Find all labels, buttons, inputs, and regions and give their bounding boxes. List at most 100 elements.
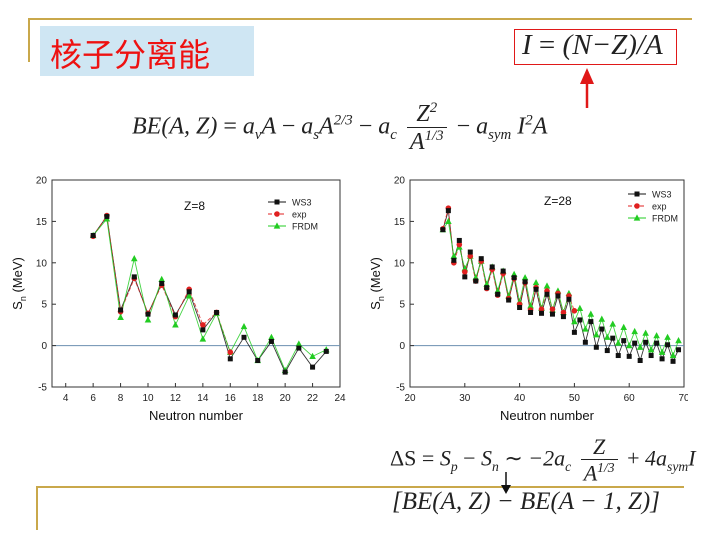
data-point-ws3	[599, 326, 605, 332]
data-point-frdm	[664, 333, 671, 340]
x-tick-label: 4	[63, 393, 69, 404]
series-line-frdm	[92, 217, 327, 372]
data-point-frdm	[521, 274, 529, 281]
be-term3: a	[378, 113, 391, 140]
ds-tail-end: I	[688, 445, 696, 471]
be-term2-sup: 2/3	[333, 112, 353, 129]
legend-marker-exp	[274, 211, 280, 217]
data-point-exp	[560, 309, 567, 316]
be-frac-den: A	[409, 129, 425, 156]
data-point-frdm	[532, 279, 540, 286]
data-point-exp	[227, 349, 234, 356]
ds-tail: 4a	[645, 445, 668, 471]
ds-sn-sub: n	[492, 458, 499, 474]
data-point-ws3	[310, 364, 316, 370]
data-point-ws3	[604, 348, 610, 354]
chart-z8: 4 6 8 10 12 14 16 18 20 22 24 -5 0 5 10 15 20 Neutron num…	[10, 176, 346, 424]
isospin-lhs: I	[522, 29, 532, 61]
be-lhs: BE(A, Z)	[132, 113, 218, 140]
data-point-ws3	[593, 344, 599, 350]
x-tick-label: 10	[142, 393, 154, 404]
data-point-frdm	[631, 327, 638, 335]
data-point-frdm	[199, 335, 207, 342]
data-point-ws3	[539, 310, 545, 316]
top-rule	[28, 18, 692, 20]
data-point-ws3	[566, 296, 572, 302]
x-tick-label: 30	[459, 393, 471, 404]
data-point-ws3	[643, 339, 649, 345]
be-term4-sub: sym	[488, 127, 512, 144]
x-axis-label: Neutron number	[149, 408, 244, 423]
data-point-ws3	[670, 358, 676, 364]
ds-coef: −2a	[528, 445, 566, 471]
data-point-frdm	[172, 321, 179, 328]
title-background	[40, 26, 254, 76]
ds-plus: +	[627, 445, 640, 471]
data-point-frdm	[658, 348, 666, 355]
data-point-frdm	[527, 302, 534, 309]
data-point-ws3	[445, 208, 451, 214]
legend-label-exp: exp	[652, 202, 667, 212]
x-tick-label: 40	[514, 393, 526, 404]
data-point-ws3	[632, 340, 638, 346]
be-term4-end: A	[532, 113, 548, 140]
y-tick-label: 20	[394, 176, 406, 187]
x-tick-label: 6	[90, 393, 96, 404]
top-left-tick	[28, 18, 30, 62]
data-point-exp	[456, 241, 463, 248]
be-op3: −	[456, 113, 471, 140]
data-point-frdm	[450, 252, 458, 259]
be-eq: =	[223, 113, 237, 140]
data-point-frdm	[571, 317, 578, 325]
x-tick-label: 20	[404, 393, 416, 404]
data-point-ws3	[467, 249, 473, 255]
data-point-ws3	[118, 307, 124, 313]
x-axis-label: Neutron number	[500, 408, 595, 423]
y-tick-label: 20	[36, 176, 48, 187]
data-point-ws3	[172, 312, 178, 318]
be-frac-den-sup: 1/3	[424, 128, 444, 145]
x-tick-label: 8	[118, 393, 124, 404]
x-tick-label: 70	[678, 393, 688, 404]
ds-approx: ∼	[504, 445, 523, 471]
data-point-frdm	[144, 316, 152, 323]
x-tick-label: 50	[569, 393, 581, 404]
y-tick-label: 0	[41, 341, 47, 352]
data-point-ws3	[522, 279, 528, 285]
data-point-frdm	[158, 275, 166, 282]
x-tick-label: 18	[252, 393, 264, 404]
data-point-ws3	[654, 340, 660, 346]
be-term4-tail: I	[517, 113, 526, 140]
data-point-frdm	[614, 339, 622, 346]
data-point-ws3	[159, 281, 165, 286]
data-point-ws3	[473, 278, 479, 284]
plot-frame	[51, 179, 341, 388]
data-point-frdm	[642, 329, 649, 336]
ds-coef-sub: c	[565, 458, 572, 474]
data-point-ws3	[582, 339, 588, 345]
x-tick-label: 12	[170, 393, 182, 404]
data-point-ws3	[544, 291, 550, 297]
legend-marker-frdm	[633, 214, 641, 221]
y-tick-label: 0	[399, 341, 405, 352]
chart-annotation: Z=28	[544, 194, 572, 208]
y-tick-label: 15	[394, 217, 406, 228]
data-point-ws3	[533, 286, 539, 292]
data-point-frdm	[185, 292, 193, 299]
be-op2: −	[358, 113, 373, 140]
binding-energy-formula: BE(A, Z) = avA − asA2/3 − ac Z2 A1/3 − a…	[132, 100, 547, 156]
data-point-ws3	[186, 289, 192, 295]
data-point-ws3	[282, 369, 288, 375]
data-point-ws3	[648, 353, 654, 359]
data-point-frdm	[543, 282, 551, 289]
bottom-left-tick	[36, 486, 38, 530]
data-point-ws3	[489, 264, 495, 270]
data-point-frdm	[653, 332, 660, 339]
chart-z28: 20 30 40 50 60 70 -5 0 5 10 15 20 Neutron number Sn (…	[368, 176, 688, 424]
data-point-ws3	[549, 311, 555, 317]
data-point-ws3	[637, 358, 643, 364]
data-point-exp	[467, 253, 474, 259]
data-point-frdm	[576, 304, 584, 311]
data-point-frdm	[445, 217, 452, 224]
be-difference-formula: [BE(A, Z) − BE(A − 1, Z)]	[392, 488, 660, 515]
